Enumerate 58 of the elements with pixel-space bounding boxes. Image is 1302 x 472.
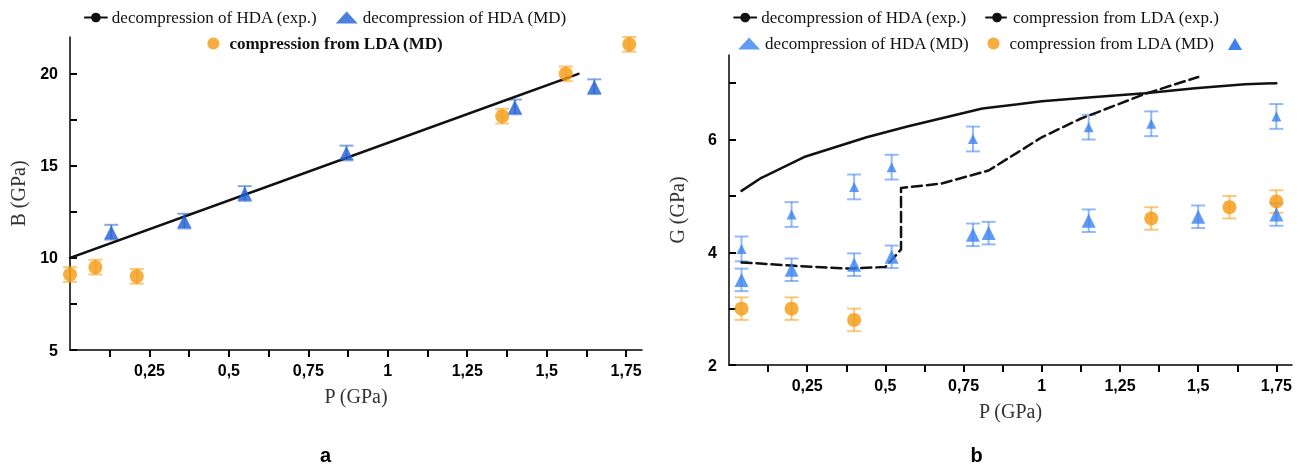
x-axis-title: P (GPa): [978, 400, 1043, 423]
text: a: [319, 444, 332, 466]
y-tick-label: 15: [40, 157, 59, 175]
x-tick-label: 0,5: [874, 376, 897, 394]
legend-label: decompression of HDA (MD): [765, 34, 969, 53]
y-tick-label: 4: [708, 243, 718, 261]
point: [786, 209, 797, 220]
x-tick-label: 1,25: [1104, 376, 1136, 394]
y-axis-title: G (GPa): [666, 176, 689, 244]
x-tick-label: 0,75: [292, 361, 325, 379]
y-tick-label: 6: [708, 131, 718, 149]
point: [847, 257, 862, 272]
x-tick-label: 1: [1037, 376, 1047, 394]
legend-label: compression from LDA (MD): [1009, 34, 1214, 53]
point: [1146, 118, 1157, 129]
point: [1191, 209, 1206, 224]
x-tick-label: 1,75: [610, 361, 642, 379]
point: [1081, 213, 1096, 228]
legend-label: compression from LDA (MD): [229, 34, 443, 53]
x-tick-label: 1,5: [1187, 376, 1210, 394]
x-tick-label: 1,25: [451, 361, 483, 379]
legend-label: decompression of HDA (exp.): [761, 8, 967, 27]
point: [63, 267, 77, 282]
y-tick-label: 2: [708, 356, 718, 374]
point: [734, 272, 749, 287]
point: [1269, 207, 1284, 222]
x-tick-label: 1: [383, 361, 393, 379]
x-tick-label: 0,25: [133, 361, 166, 379]
y-tick-label: 10: [40, 249, 59, 267]
point: [847, 312, 862, 327]
legend-label: compression from LDA (exp.): [1013, 8, 1219, 27]
point: [1144, 211, 1159, 226]
point: [1222, 200, 1237, 215]
point: [886, 162, 897, 173]
y-tick-label: 20: [40, 65, 59, 83]
x-tick-label: 0,75: [948, 376, 980, 394]
point: [884, 249, 899, 264]
point: [1271, 111, 1282, 122]
point: [967, 133, 978, 144]
legend-label: decompression of HDA (MD): [362, 8, 567, 27]
point: [1083, 122, 1094, 133]
point: [784, 301, 799, 316]
point: [849, 181, 860, 192]
x-tick-label: 0,25: [791, 376, 823, 394]
x-tick-label: 0,5: [217, 361, 241, 379]
point: [736, 243, 747, 254]
point: [965, 227, 980, 242]
legend-label: decompression of HDA (exp.): [111, 8, 317, 27]
point: [784, 262, 799, 277]
x-axis-title: P (GPa): [324, 385, 388, 408]
y-axis-title: B (GPa): [7, 160, 30, 227]
point: [734, 301, 749, 316]
text: b: [970, 444, 983, 466]
y-tick-label: 5: [49, 341, 59, 359]
x-tick-label: 1,5: [535, 361, 558, 379]
point: [1269, 194, 1284, 209]
point: [981, 226, 996, 241]
x-tick-label: 1,75: [1260, 376, 1293, 394]
